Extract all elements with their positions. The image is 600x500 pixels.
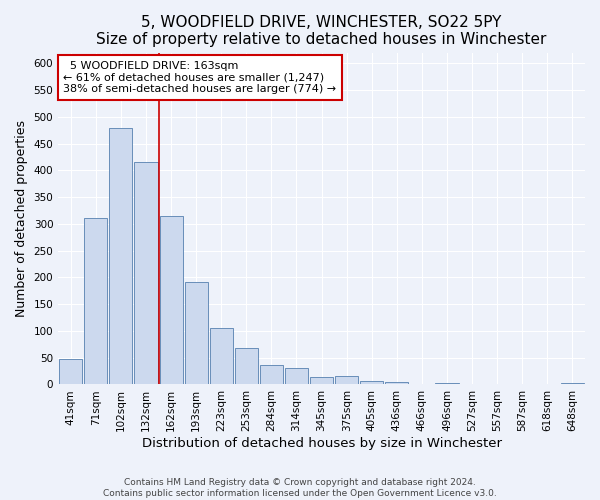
Bar (109, 128, 133, 384)
Bar (385, 382, 409, 384)
Bar (285, 368, 308, 384)
Bar (360, 381, 383, 384)
Bar (134, 162, 158, 384)
Bar (310, 377, 333, 384)
Bar (235, 348, 258, 385)
Text: 5 WOODFIELD DRIVE: 163sqm
← 61% of detached houses are smaller (1,247)
38% of se: 5 WOODFIELD DRIVE: 163sqm ← 61% of detac… (64, 61, 337, 94)
Bar (185, 282, 208, 385)
Bar (59, 360, 82, 384)
Text: Contains HM Land Registry data © Crown copyright and database right 2024.
Contai: Contains HM Land Registry data © Crown c… (103, 478, 497, 498)
X-axis label: Distribution of detached houses by size in Winchester: Distribution of detached houses by size … (142, 437, 502, 450)
Bar (209, 328, 233, 384)
Bar (84, 218, 107, 384)
Bar (260, 365, 283, 384)
Title: 5, WOODFIELD DRIVE, WINCHESTER, SO22 5PY
Size of property relative to detached h: 5, WOODFIELD DRIVE, WINCHESTER, SO22 5PY… (97, 15, 547, 48)
Bar (160, 216, 182, 384)
Y-axis label: Number of detached properties: Number of detached properties (15, 120, 28, 317)
Bar (335, 376, 358, 384)
